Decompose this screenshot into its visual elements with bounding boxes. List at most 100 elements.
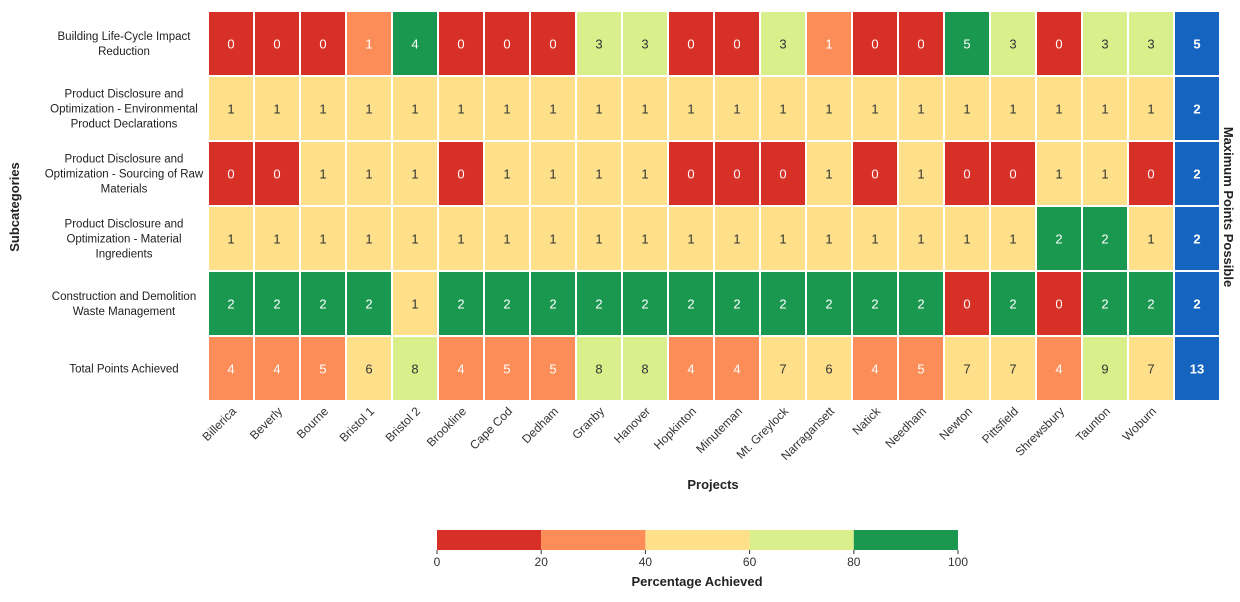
column-label: Brookline	[424, 404, 470, 450]
heatmap-cell	[253, 140, 301, 207]
cell-value-label: 2	[917, 297, 924, 312]
cell-value-label: 0	[227, 167, 234, 182]
cell-value-label: 0	[549, 37, 556, 52]
cell-value-label: 1	[779, 232, 786, 247]
row-label: Ingredients	[96, 249, 153, 261]
cell-value-label: 2	[1009, 297, 1016, 312]
column-label: Needham	[882, 404, 929, 451]
heatmap-cell	[759, 205, 807, 272]
heatmap-cell	[207, 335, 255, 402]
cell-value-label: 2	[457, 297, 464, 312]
heatmap-cell	[391, 75, 439, 142]
heatmap-cell	[621, 270, 669, 337]
heatmap-cell	[437, 140, 485, 207]
colorbar-tick-label: 60	[743, 555, 757, 569]
heatmap-cell	[943, 335, 991, 402]
cell-value-label: 1	[641, 167, 648, 182]
heatmap-cell	[621, 140, 669, 207]
cell-value-label: 6	[825, 362, 832, 377]
cell-value-label: 1	[871, 102, 878, 117]
heatmap-cell	[897, 10, 945, 77]
x-axis-title: Projects	[687, 477, 738, 492]
column-label: Natick	[850, 404, 884, 438]
max-points-label: 2	[1193, 297, 1200, 312]
heatmap-cell	[713, 335, 761, 402]
column-label: Shrewsbury	[1012, 404, 1067, 459]
cell-value-label: 2	[1101, 297, 1108, 312]
cell-value-label: 0	[503, 37, 510, 52]
heatmap-cell	[575, 75, 623, 142]
column-label: Taunton	[1073, 404, 1113, 444]
max-points-label: 13	[1190, 362, 1204, 377]
heatmap-cell	[391, 335, 439, 402]
row-label: Optimization - Material	[66, 234, 181, 246]
cell-value-label: 0	[227, 37, 234, 52]
cell-value-label: 2	[1101, 232, 1108, 247]
heatmap-cell	[391, 140, 439, 207]
colorbar-bin	[645, 530, 750, 550]
cell-value-label: 1	[1009, 102, 1016, 117]
cell-value-label: 1	[595, 102, 602, 117]
cell-value-label: 2	[779, 297, 786, 312]
max-points-cell	[1173, 270, 1221, 337]
cell-value-label: 1	[503, 102, 510, 117]
cell-value-label: 4	[733, 362, 740, 377]
row-label: Optimization - Environmental	[50, 104, 198, 116]
cell-value-label: 2	[1147, 297, 1154, 312]
heatmap-cell	[299, 205, 347, 272]
heatmap-cell	[1081, 140, 1129, 207]
y-axis-title: Subcategories	[7, 162, 22, 252]
heatmap-cell	[713, 10, 761, 77]
heatmap-cell	[897, 205, 945, 272]
cell-value-label: 5	[503, 362, 510, 377]
cell-value-label: 1	[319, 232, 326, 247]
heatmap-cell	[437, 10, 485, 77]
heatmap-cell	[575, 270, 623, 337]
cell-value-label: 7	[1147, 362, 1154, 377]
cell-value-label: 0	[457, 37, 464, 52]
cell-value-label: 1	[917, 102, 924, 117]
row-label: Product Disclosure and	[65, 154, 184, 166]
heatmap-cell	[1035, 205, 1083, 272]
cell-value-label: 0	[917, 37, 924, 52]
cell-value-label: 0	[687, 37, 694, 52]
cell-value-label: 4	[411, 37, 418, 52]
cell-value-label: 7	[963, 362, 970, 377]
heatmap-cell	[207, 270, 255, 337]
heatmap-cell	[851, 205, 899, 272]
max-points-cell	[1173, 335, 1221, 402]
heatmap-cell	[713, 205, 761, 272]
cell-value-label: 4	[273, 362, 280, 377]
cell-value-label: 1	[1009, 232, 1016, 247]
cell-value-label: 1	[457, 102, 464, 117]
row-label: Optimization - Sourcing of Raw	[45, 169, 204, 181]
cell-value-label: 3	[779, 37, 786, 52]
heatmap-cell	[621, 335, 669, 402]
cell-value-label: 2	[825, 297, 832, 312]
cell-value-label: 8	[641, 362, 648, 377]
cell-value-label: 4	[687, 362, 694, 377]
cell-value-label: 1	[917, 232, 924, 247]
cell-value-label: 1	[1055, 102, 1062, 117]
cell-value-label: 5	[319, 362, 326, 377]
colorbar-tick-label: 20	[535, 555, 549, 569]
cell-value-label: 1	[963, 232, 970, 247]
cell-value-label: 1	[365, 102, 372, 117]
cell-value-label: 0	[687, 167, 694, 182]
cell-value-label: 1	[411, 102, 418, 117]
cell-value-label: 4	[871, 362, 878, 377]
cell-value-label: 1	[549, 102, 556, 117]
column-label: Bourne	[294, 404, 331, 441]
cell-value-label: 1	[411, 232, 418, 247]
heatmap-cell	[1081, 75, 1129, 142]
cell-value-label: 1	[917, 167, 924, 182]
colorbar-tick-label: 80	[847, 555, 861, 569]
heatmap-cell	[943, 10, 991, 77]
heatmap-cell	[1081, 270, 1129, 337]
cell-value-label: 0	[733, 167, 740, 182]
row-label: Reduction	[98, 46, 150, 58]
heatmap-cell	[667, 335, 715, 402]
cell-value-label: 5	[917, 362, 924, 377]
row-label: Construction and Demolition	[52, 291, 196, 303]
